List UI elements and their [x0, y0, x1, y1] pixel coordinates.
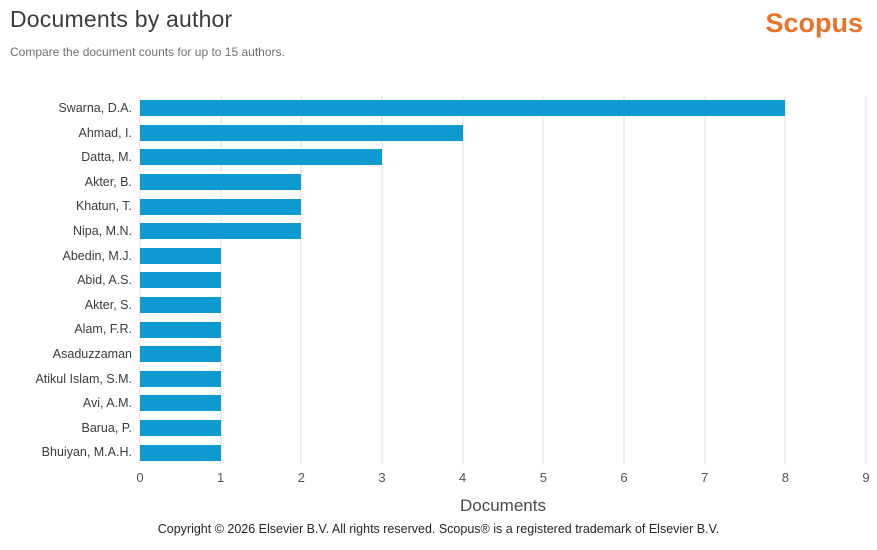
bar-chart-plot-area — [139, 96, 867, 465]
bar-khatun-t[interactable] — [140, 198, 302, 215]
x-tick-label: 8 — [781, 470, 789, 485]
bar-alam-f-r[interactable] — [140, 321, 221, 338]
gridline — [381, 96, 383, 465]
bar-ahmad-i[interactable] — [140, 124, 463, 141]
scopus-logo[interactable]: Scopus — [765, 8, 863, 38]
x-tick-label: 2 — [297, 470, 305, 485]
bar-row — [140, 391, 866, 416]
page-subtitle: Compare the document counts for up to 15… — [10, 45, 285, 59]
author-label: Bhuiyan, M.A.H. — [41, 445, 132, 460]
bar-barua-p[interactable] — [140, 420, 221, 437]
bar-abid-a-s[interactable] — [140, 272, 221, 289]
bar-akter-b[interactable] — [140, 174, 302, 191]
bar-row — [140, 244, 866, 269]
x-axis-title: Documents — [460, 496, 546, 515]
gridline — [300, 96, 302, 465]
author-label: Ahmad, I. — [78, 125, 133, 140]
author-label: Atikul Islam, S.M. — [35, 371, 132, 386]
bar-swarna-d-a[interactable] — [140, 100, 786, 117]
author-label: Abedin, M.J. — [62, 248, 132, 263]
bar-row — [140, 342, 866, 367]
author-label: Nipa, M.N. — [72, 224, 132, 238]
author-label: Datta, M. — [81, 150, 132, 165]
gridline — [704, 96, 706, 465]
x-tick-label: 5 — [539, 470, 547, 485]
author-label: Akter, B. — [84, 174, 132, 189]
bar-abedin-m-j[interactable] — [140, 247, 221, 264]
bar-nipa-m-n[interactable] — [140, 223, 302, 240]
x-tick-label: 4 — [459, 470, 467, 485]
bar-row — [140, 293, 866, 318]
bar-atikul-islam-s-m[interactable] — [140, 370, 221, 387]
x-tick-label: 9 — [862, 470, 870, 485]
author-label: Asaduzzaman — [52, 347, 132, 361]
bar-avi-a-m[interactable] — [140, 395, 221, 412]
x-tick-label: 1 — [217, 470, 225, 485]
bar-row — [140, 96, 866, 121]
gridline — [865, 96, 867, 465]
bar-row — [140, 440, 866, 465]
bar-row — [140, 367, 866, 392]
gridline — [623, 96, 625, 465]
author-label: Alam, F.R. — [74, 322, 132, 337]
bar-row — [140, 219, 866, 244]
bar-row — [140, 170, 866, 195]
author-label: Swarna, D.A. — [58, 101, 132, 115]
bar-row — [140, 416, 866, 441]
bar-row — [140, 317, 866, 342]
x-axis-ticks: 0 1 2 3 4 5 6 7 8 9 — [136, 470, 870, 488]
author-label: Abid, A.S. — [77, 273, 132, 288]
copyright-text: Copyright © 2026 Elsevier B.V. All right… — [157, 522, 720, 536]
author-label: Avi, A.M. — [82, 396, 132, 411]
gridline — [220, 96, 222, 465]
x-tick-label: 3 — [378, 470, 386, 485]
page-title: Documents by author — [10, 6, 233, 32]
x-tick-label: 7 — [701, 470, 709, 485]
bar-row — [140, 268, 866, 293]
author-label: Khatun, T. — [75, 199, 132, 214]
y-axis-labels: Swarna, D.A. Ahmad, I. Datta, M. Akter, B. K… — [0, 96, 132, 465]
bar-datta-m[interactable] — [140, 149, 382, 166]
gridline — [784, 96, 786, 465]
gridline — [462, 96, 464, 465]
bar-row — [140, 121, 866, 146]
bar-akter-s[interactable] — [140, 297, 221, 314]
gridline — [542, 96, 544, 465]
bar-bhuiyan-m-a-h[interactable] — [140, 444, 221, 461]
bar-asaduzzaman[interactable] — [140, 346, 221, 363]
author-label: Akter, S. — [84, 297, 132, 312]
bar-row — [140, 194, 866, 219]
author-label: Barua, P. — [81, 420, 132, 435]
x-tick-label: 0 — [136, 470, 144, 485]
bar-row — [140, 145, 866, 170]
x-tick-label: 6 — [620, 470, 628, 485]
